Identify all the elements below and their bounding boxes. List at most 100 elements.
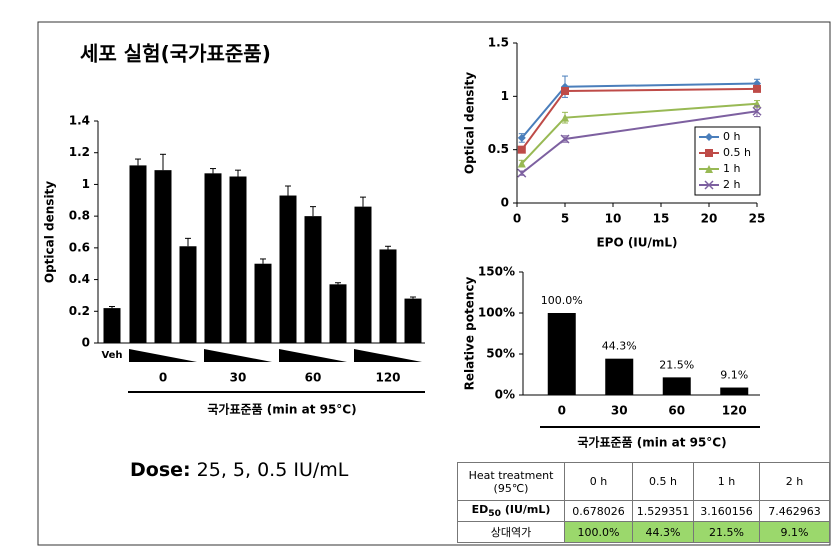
cell: 3.160156 [693,500,760,522]
y-tick-label: 0.8 [69,209,90,223]
page-title: 세포 실험(국가표준품) [80,42,271,66]
marker [517,145,526,154]
bar [304,216,322,343]
value-label: 100.0% [541,294,583,307]
marker [517,159,526,168]
marker [753,84,761,93]
y-tick-label: 50% [486,347,515,361]
x-tick-label: Veh [101,350,122,361]
marker [704,180,714,190]
bar [179,246,197,343]
bar [154,170,172,343]
legend-label: 1 h [723,162,740,175]
y-axis-label: Optical density [43,181,57,283]
potency-table: Heat treatment (95℃) 0 h 0.5 h 1 h 2 h ED… [457,462,830,543]
marker [752,106,762,116]
marker [705,165,713,173]
row-label-sub: 50 [488,508,501,520]
column-header: 1 h [693,462,760,501]
legend-box [694,126,761,196]
header-cell: Heat treatment (95℃) [457,462,565,501]
bar [547,313,576,395]
x-tick-label: 120 [722,404,747,418]
dose-wedge [129,349,197,362]
group-label: 60 [305,371,322,385]
y-tick-label: 150% [478,265,515,279]
x-axis-label: 국가표준품 (min at 95°C) [207,402,356,417]
y-tick-label: 0.2 [69,304,90,318]
dose-wedge [354,349,422,362]
cell: 9.1% [759,521,830,543]
marker [517,168,527,178]
bar [229,176,247,343]
y-axis-label: Relative potency [463,276,477,390]
x-tick-label: 0 [558,404,566,418]
marker [561,113,569,122]
bar [379,249,397,343]
cell: 21.5% [693,521,760,543]
value-label: 9.1% [720,369,748,382]
x-tick-label: 10 [605,212,622,226]
dose-wedge [279,349,347,362]
frame [37,21,831,546]
bar [404,298,422,343]
cell: 0.678026 [564,500,633,522]
x-tick-label: 5 [561,212,569,226]
column-header: 2 h [759,462,830,501]
bar [204,173,222,343]
column-header: 0.5 h [632,462,694,501]
cell: 44.3% [632,521,694,543]
x-tick-label: 0 [513,212,521,226]
row-label-text: ED [471,502,489,516]
dose-text: Dose: 25, 5, 0.5 IU/mL [130,459,349,481]
y-tick-label: 0.4 [69,272,90,286]
cell: 7.462963 [759,500,830,522]
header-line: (95℃) [493,481,529,495]
marker [705,149,713,157]
group-label: 120 [375,371,400,385]
dose-wedge [204,349,272,362]
bar [354,206,372,343]
bar [662,377,691,395]
dose-value: 25, 5, 0.5 IU/mL [197,459,349,481]
cell: 100.0% [564,521,633,543]
y-tick-label: 0 [501,196,509,210]
y-tick-label: 1 [501,89,509,103]
row-label-unit: (IU/mL) [501,502,551,516]
cell: 1.529351 [632,500,694,522]
y-tick-label: 1.5 [488,36,509,50]
x-axis-label: 국가표준품 (min at 95°C) [577,435,726,450]
value-label: 21.5% [659,358,694,371]
bar [129,165,147,343]
x-tick-label: 15 [653,212,670,226]
bar [103,308,121,343]
x-tick-label: 20 [701,212,718,226]
x-axis-label: EPO (IU/mL) [596,236,677,250]
group-label: 30 [230,371,247,385]
bar [254,263,272,343]
marker [561,87,569,95]
column-header: 0 h [564,462,633,501]
dose-label: Dose: [130,459,191,481]
x-tick-label: 30 [611,404,628,418]
bar [329,284,347,343]
legend-label: 0.5 h [723,146,751,159]
bar [279,195,297,343]
y-tick-label: 0.6 [69,240,90,254]
row-label: 상대역가 [457,521,565,543]
y-tick-label: 100% [478,306,515,320]
y-tick-label: 1.2 [69,145,90,159]
y-tick-label: 1 [82,177,90,191]
y-tick-label: 0 [82,336,90,350]
header-line: Heat treatment [468,468,554,482]
legend-label: 0 h [723,130,740,143]
bar [605,358,634,395]
x-tick-label: 60 [668,404,685,418]
row-label: ED50 (IU/mL) [457,500,565,522]
x-tick-label: 25 [749,212,766,226]
marker [517,133,526,142]
marker [560,134,570,144]
group-label: 0 [159,371,167,385]
